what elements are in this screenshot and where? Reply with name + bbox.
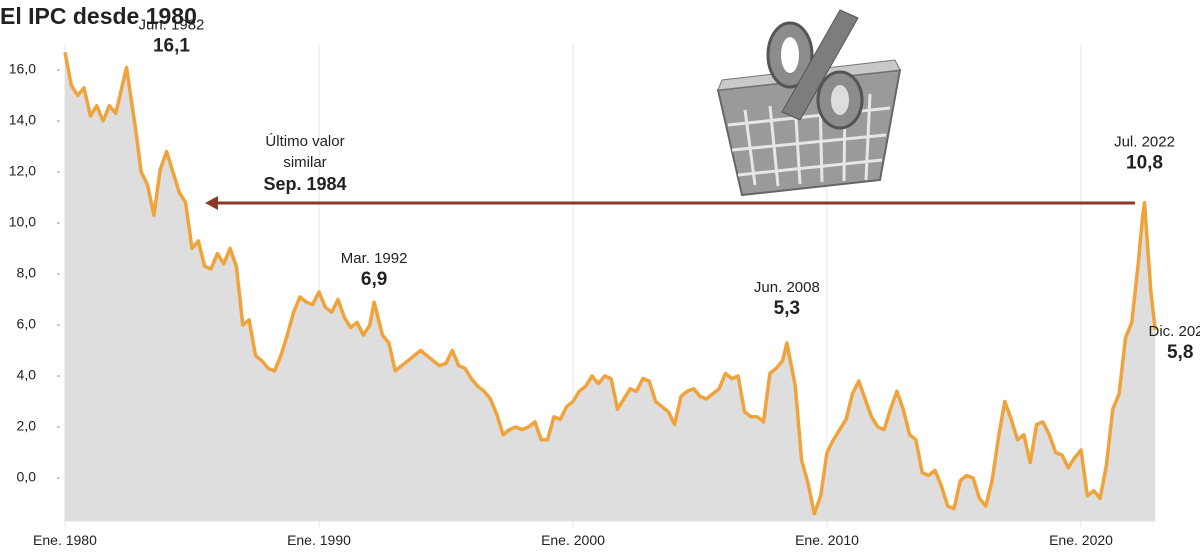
y-tick-label: 12,0 [9, 163, 36, 179]
x-tick-label: Ene. 2010 [795, 532, 859, 548]
y-tick-label: 16,0 [9, 61, 36, 77]
arrow [205, 196, 1135, 210]
line [63, 51, 1157, 516]
x-tick-label: Ene. 2020 [1049, 532, 1113, 548]
annotation-date: Mar. 1992 [341, 250, 408, 267]
annotation-date: Jul. 2022 [1114, 134, 1175, 151]
x-tick-label: Ene. 2000 [541, 532, 605, 548]
annotation-date: Jun. 1982 [139, 16, 205, 33]
x-tick-label: Ene. 1990 [287, 532, 351, 548]
annotation-value: 6,9 [361, 269, 387, 290]
y-tick-label: 14,0 [9, 112, 36, 128]
annotation-date: Dic. 2022 [1149, 323, 1200, 340]
annotation-value: 16,1 [153, 35, 190, 56]
plot-area [56, 44, 1157, 528]
y-tick-label: 2,0 [17, 418, 37, 434]
chart-title: El IPC desde 1980 [0, 3, 197, 29]
annotation-value: 5,8 [1167, 342, 1193, 363]
y-tick-label: 8,0 [17, 265, 37, 281]
basket-illustration [716, 9, 902, 197]
x-tick-label: Ene. 1980 [33, 532, 97, 548]
annotation-date: Jun. 2008 [754, 279, 820, 296]
annotation-value: 10,8 [1126, 153, 1163, 174]
arrow-note: similar [283, 154, 326, 171]
y-tick-label: 4,0 [17, 367, 37, 383]
area [65, 52, 1156, 522]
y-tick-label: 0,0 [17, 469, 37, 485]
arrow-note: Último valor [265, 133, 344, 150]
arrow-note-date: Sep. 1984 [263, 174, 346, 194]
annotation-value: 5,3 [774, 298, 800, 319]
y-tick-label: 6,0 [17, 316, 37, 332]
y-tick-label: 10,0 [9, 214, 36, 230]
